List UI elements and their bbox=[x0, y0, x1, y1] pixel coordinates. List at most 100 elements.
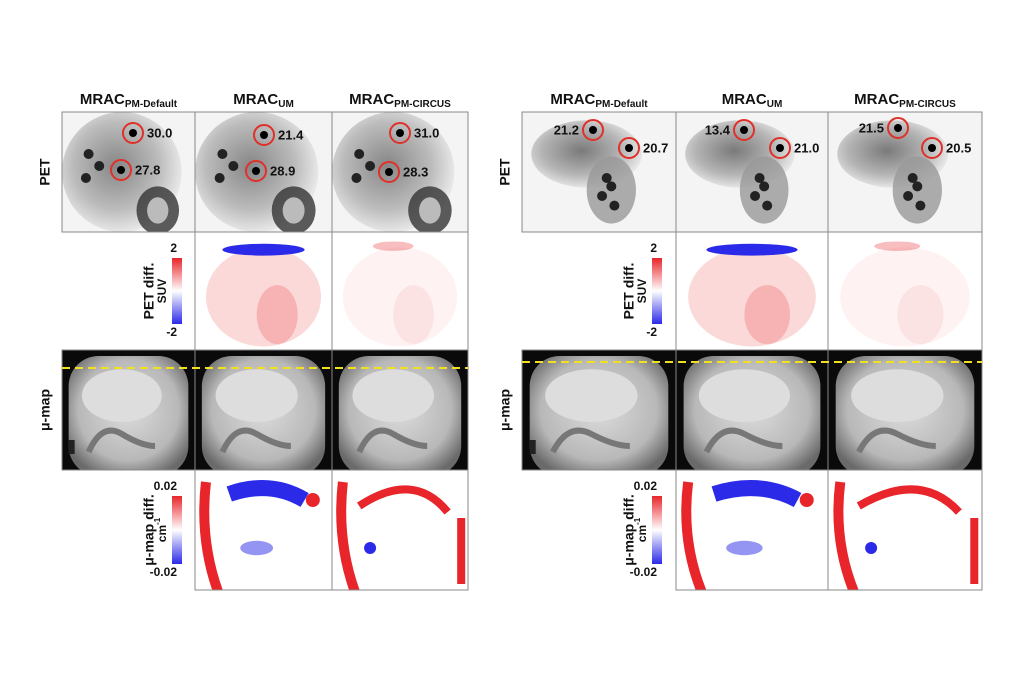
image-panel bbox=[828, 112, 982, 232]
pet-spot bbox=[601, 173, 612, 183]
header-name: MRAC bbox=[550, 91, 595, 108]
header-subscript: PM-CIRCUS bbox=[899, 99, 956, 110]
pet-spot bbox=[915, 200, 926, 211]
lesion-spot bbox=[740, 126, 748, 134]
diff-red bbox=[393, 285, 434, 345]
colorbar bbox=[652, 258, 662, 324]
header-name: MRAC bbox=[80, 91, 125, 108]
pet-spot bbox=[94, 161, 105, 171]
colorbar-min: -2 bbox=[166, 325, 177, 339]
lesion-circle bbox=[389, 122, 411, 144]
colorbar-max: 0.02 bbox=[154, 479, 178, 493]
lesion-circle bbox=[733, 119, 755, 141]
column-header: MRACUM bbox=[233, 91, 294, 110]
pet-spot bbox=[214, 173, 225, 183]
content: MRACPM-Default MRACUM MRACPM-CIRCUSPETμ-ma… bbox=[37, 91, 983, 591]
lesion-value: 20.7 bbox=[643, 140, 668, 155]
image-panel bbox=[62, 112, 195, 232]
diff-background bbox=[332, 232, 468, 350]
lesion-circle bbox=[769, 137, 791, 159]
colorbar bbox=[172, 496, 182, 564]
colorbar-max: 0.02 bbox=[634, 479, 658, 493]
lesion-value: 28.3 bbox=[403, 164, 428, 179]
lesion-value: 27.8 bbox=[135, 162, 160, 177]
mu-structure bbox=[356, 427, 428, 454]
pet-spot bbox=[217, 149, 228, 159]
row-label: μ-map diff. bbox=[141, 494, 157, 566]
image-panel bbox=[332, 470, 468, 590]
lesion-spot bbox=[625, 144, 633, 152]
diff-red bbox=[336, 481, 360, 590]
header-subscript: UM bbox=[278, 99, 294, 110]
colorbar-min: -0.02 bbox=[150, 565, 178, 579]
diff-red bbox=[205, 247, 322, 347]
pet-spot bbox=[365, 161, 376, 171]
panel-border bbox=[331, 469, 469, 591]
image-panel bbox=[676, 350, 828, 470]
column-header: MRACPM-CIRCUS bbox=[349, 91, 451, 110]
pet-spot bbox=[912, 181, 923, 192]
colorbar-unit: cm-1 bbox=[153, 517, 169, 542]
diff-red bbox=[372, 241, 414, 251]
pet-spot bbox=[907, 173, 918, 183]
diff-red bbox=[799, 493, 814, 507]
lesion-spot bbox=[894, 124, 902, 132]
diff-blue bbox=[726, 540, 763, 556]
pet-organ bbox=[419, 197, 441, 224]
diff-blue bbox=[222, 243, 305, 256]
lesion-value: 13.4 bbox=[705, 122, 731, 137]
image-panel bbox=[195, 350, 332, 470]
mu-organ bbox=[545, 369, 638, 422]
lesion-value: 21.2 bbox=[554, 122, 579, 137]
diff-red bbox=[840, 247, 970, 347]
mu-structure bbox=[703, 427, 783, 454]
pet-spot bbox=[750, 191, 761, 201]
pet-spot bbox=[80, 173, 91, 183]
lesion-spot bbox=[776, 144, 784, 152]
mu-air bbox=[68, 440, 75, 454]
unit-exponent: -1 bbox=[153, 517, 162, 525]
diff-red bbox=[688, 247, 816, 347]
image-panel bbox=[62, 350, 195, 470]
lesion-circle bbox=[110, 159, 132, 181]
diff-blue bbox=[226, 480, 309, 508]
lesion-value: 21.5 bbox=[859, 120, 884, 135]
lesion-circle bbox=[887, 117, 909, 139]
lesion-spot bbox=[252, 167, 260, 175]
lesion-value: 31.0 bbox=[414, 125, 439, 140]
header-subscript: UM bbox=[767, 99, 783, 110]
mu-organ bbox=[81, 369, 162, 422]
image-panel bbox=[332, 350, 468, 470]
column-header: MRACUM bbox=[722, 91, 783, 110]
row-label: μ-map bbox=[37, 389, 53, 431]
diff-red bbox=[256, 285, 298, 345]
diff-blue bbox=[364, 542, 377, 554]
lesion-spot bbox=[129, 129, 137, 137]
diff-blue bbox=[865, 542, 878, 554]
image-panel bbox=[828, 470, 982, 590]
diff-blue bbox=[711, 480, 802, 508]
colorbar-max: 2 bbox=[650, 241, 657, 255]
diff-red bbox=[342, 247, 458, 347]
header-name: MRAC bbox=[722, 91, 767, 108]
pet-organ bbox=[147, 197, 169, 224]
colorbar-min: -2 bbox=[646, 325, 657, 339]
image-panel bbox=[676, 470, 828, 590]
image-panel bbox=[676, 232, 828, 350]
mu-structure bbox=[85, 427, 156, 454]
pet-spot bbox=[754, 173, 765, 183]
mu-organ bbox=[215, 369, 298, 422]
pet-spot bbox=[903, 191, 914, 201]
image-panel bbox=[828, 232, 982, 350]
panel-border bbox=[827, 469, 983, 591]
mu-structure bbox=[550, 427, 630, 454]
header-subscript: PM-CIRCUS bbox=[394, 99, 451, 110]
image-panel bbox=[676, 112, 828, 232]
lesion-value: 20.5 bbox=[946, 140, 971, 155]
column-header: MRACPM-Default bbox=[80, 91, 178, 110]
mu-organ bbox=[352, 369, 435, 422]
mu-organ bbox=[851, 369, 944, 422]
colorbar-unit: SUV bbox=[155, 279, 169, 304]
diff-blue bbox=[706, 243, 798, 256]
lesion-value: 21.0 bbox=[794, 140, 819, 155]
